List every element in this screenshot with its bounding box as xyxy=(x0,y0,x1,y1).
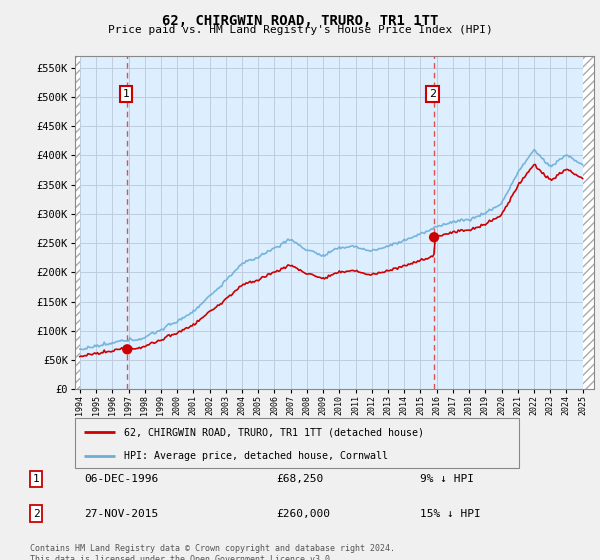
Text: Price paid vs. HM Land Registry's House Price Index (HPI): Price paid vs. HM Land Registry's House … xyxy=(107,25,493,35)
Text: £68,250: £68,250 xyxy=(276,474,323,484)
Point xyxy=(122,345,132,354)
Text: 62, CHIRGWIN ROAD, TRURO, TR1 1TT: 62, CHIRGWIN ROAD, TRURO, TR1 1TT xyxy=(162,14,438,28)
Point xyxy=(429,233,439,242)
Text: 9% ↓ HPI: 9% ↓ HPI xyxy=(420,474,474,484)
Text: 06-DEC-1996: 06-DEC-1996 xyxy=(84,474,158,484)
Text: £260,000: £260,000 xyxy=(276,508,330,519)
Text: 2: 2 xyxy=(429,89,436,99)
Text: 15% ↓ HPI: 15% ↓ HPI xyxy=(420,508,481,519)
Text: 62, CHIRGWIN ROAD, TRURO, TR1 1TT (detached house): 62, CHIRGWIN ROAD, TRURO, TR1 1TT (detac… xyxy=(124,427,424,437)
Text: 2: 2 xyxy=(32,508,40,519)
Text: 27-NOV-2015: 27-NOV-2015 xyxy=(84,508,158,519)
Text: Contains HM Land Registry data © Crown copyright and database right 2024.
This d: Contains HM Land Registry data © Crown c… xyxy=(30,544,395,560)
Text: 1: 1 xyxy=(122,89,130,99)
Bar xyxy=(75,56,80,389)
Text: 1: 1 xyxy=(32,474,40,484)
Text: HPI: Average price, detached house, Cornwall: HPI: Average price, detached house, Corn… xyxy=(124,451,388,461)
Bar xyxy=(583,56,594,389)
